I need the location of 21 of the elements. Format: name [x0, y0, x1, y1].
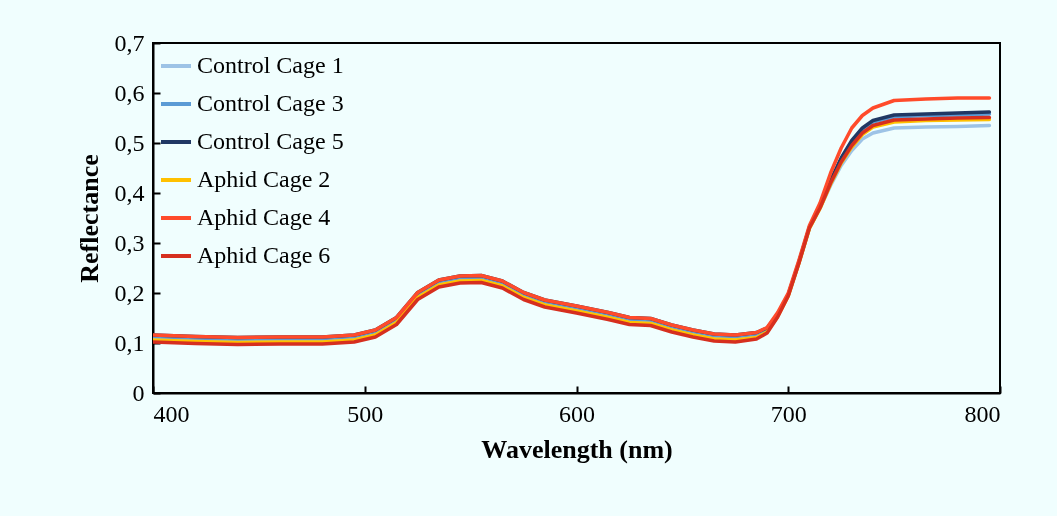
x-tick-label: 600 [559, 400, 595, 427]
legend-label: Control Cage 5 [197, 128, 344, 154]
y-tick-label: 0,6 [114, 79, 145, 106]
y-tick-label: 0,5 [114, 129, 145, 156]
legend-label: Control Cage 1 [197, 52, 344, 78]
y-tick-label: 0,4 [114, 179, 145, 206]
x-tick-label: 800 [964, 400, 1001, 427]
x-tick-label: 400 [153, 400, 190, 427]
legend-label: Control Cage 3 [197, 90, 344, 116]
legend-label: Aphid Cage 6 [197, 242, 331, 268]
y-tick-label: 0,2 [114, 279, 145, 306]
y-tick-label: 0,7 [114, 29, 145, 56]
y-tick-label: 0,3 [114, 229, 145, 256]
legend-label: Aphid Cage 4 [197, 204, 331, 230]
y-tick-label: 0 [132, 379, 145, 406]
x-tick-label: 500 [347, 400, 384, 427]
y-axis-title: Reflectance [74, 154, 104, 283]
x-axis-title: Wavelength (nm) [481, 434, 673, 464]
legend-label: Aphid Cage 2 [197, 166, 331, 192]
y-tick-label: 0,1 [114, 329, 145, 356]
x-tick-label: 700 [770, 400, 807, 427]
